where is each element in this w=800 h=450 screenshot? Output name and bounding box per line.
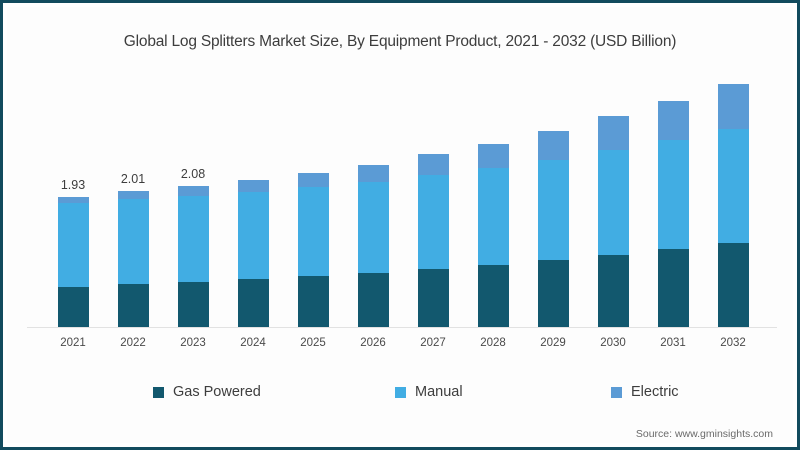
bar-segment-gas-2024 [237, 279, 269, 328]
bar-2022[interactable]: 2.01 [117, 172, 149, 328]
bar-segment-electric-2028 [477, 143, 509, 169]
bar-segment-manual-2023 [177, 195, 209, 282]
legend-swatch-gas [153, 386, 164, 398]
bar-segment-manual-2028 [477, 168, 509, 265]
bar-segment-gas-2021 [57, 287, 89, 328]
legend-label-gas: Gas Powered [173, 384, 261, 400]
bar-segment-manual-2026 [357, 181, 389, 273]
x-tick-2026: 2026 [360, 337, 386, 349]
bar-2023[interactable]: 2.08 [177, 167, 209, 328]
chart-legend: Gas Powered Manual Electric [3, 384, 797, 406]
legend-item-gas[interactable]: Gas Powered [153, 384, 261, 400]
bar-2027[interactable] [417, 154, 449, 328]
bar-segment-gas-2022 [117, 284, 149, 328]
bar-segment-gas-2031 [657, 249, 689, 328]
bar-2028[interactable] [477, 143, 509, 328]
x-axis-labels: 2021 2022 2023 2024 2025 2026 2027 2028 2029 2030… [43, 337, 763, 357]
bar-segment-gas-2023 [177, 281, 209, 328]
bar-value-label-2021: 1.93 [60, 177, 86, 192]
chart-title: Global Log Splitters Market Size, By Equ… [123, 33, 677, 50]
bar-segment-manual-2025 [297, 187, 329, 277]
bar-segment-electric-2022 [117, 191, 149, 200]
plot-area: 1.93 2.01 2.08 [43, 83, 763, 328]
bar-segment-electric-2021 [57, 196, 89, 204]
bar-segment-electric-2031 [657, 100, 689, 141]
bar-2032[interactable] [717, 84, 749, 328]
x-tick-2028: 2028 [480, 337, 506, 349]
bar-segment-manual-2027 [417, 174, 449, 269]
bar-value-label-2022: 2.01 [120, 172, 146, 187]
legend-item-manual[interactable]: Manual [395, 384, 463, 400]
bar-segment-gas-2026 [357, 272, 389, 328]
bar-value-label-2023: 2.08 [180, 167, 206, 182]
x-tick-2024: 2024 [240, 337, 266, 349]
x-tick-2031: 2031 [660, 337, 686, 349]
bar-segment-electric-2023 [177, 186, 209, 196]
bar-segment-manual-2032 [717, 129, 749, 243]
bar-segment-gas-2028 [477, 264, 509, 328]
bar-segment-manual-2031 [657, 140, 689, 250]
bar-segment-electric-2025 [297, 172, 329, 188]
legend-label-manual: Manual [415, 384, 463, 400]
x-tick-2032: 2032 [720, 337, 746, 349]
bar-segment-manual-2024 [237, 191, 269, 279]
bar-segment-manual-2022 [117, 199, 149, 285]
bar-segment-gas-2027 [417, 268, 449, 328]
x-axis-line [27, 327, 777, 328]
x-tick-2030: 2030 [600, 337, 626, 349]
bar-segment-gas-2025 [297, 276, 329, 328]
legend-swatch-manual [395, 386, 406, 398]
bar-2021[interactable]: 1.93 [57, 178, 89, 328]
x-tick-2029: 2029 [540, 337, 566, 349]
bar-2029[interactable] [537, 130, 569, 328]
bar-2030[interactable] [597, 116, 629, 328]
x-tick-2021: 2021 [60, 337, 86, 349]
x-tick-2025: 2025 [300, 337, 326, 349]
legend-swatch-electric [611, 386, 622, 398]
bar-segment-manual-2030 [597, 150, 629, 255]
bar-2025[interactable] [297, 172, 329, 328]
x-tick-2027: 2027 [420, 337, 446, 349]
bar-segment-electric-2029 [537, 130, 569, 160]
bar-segment-electric-2024 [237, 180, 269, 192]
legend-item-electric[interactable]: Electric [611, 384, 679, 400]
x-tick-2023: 2023 [180, 337, 206, 349]
x-tick-2022: 2022 [120, 337, 146, 349]
bar-segment-electric-2026 [357, 164, 389, 182]
bar-segment-electric-2027 [417, 154, 449, 175]
bar-segment-gas-2032 [717, 242, 749, 328]
bar-2024[interactable] [237, 180, 269, 328]
bar-segment-gas-2029 [537, 259, 569, 328]
bar-segment-electric-2032 [717, 84, 749, 130]
source-attribution: Source: www.gminsights.com [635, 428, 773, 440]
bar-2031[interactable] [657, 100, 689, 328]
bar-segment-gas-2030 [597, 254, 629, 328]
bar-segment-manual-2021 [57, 203, 89, 288]
bar-segment-electric-2030 [597, 116, 629, 151]
legend-label-electric: Electric [631, 384, 679, 400]
bar-2026[interactable] [357, 164, 389, 328]
bar-segment-manual-2029 [537, 159, 569, 260]
